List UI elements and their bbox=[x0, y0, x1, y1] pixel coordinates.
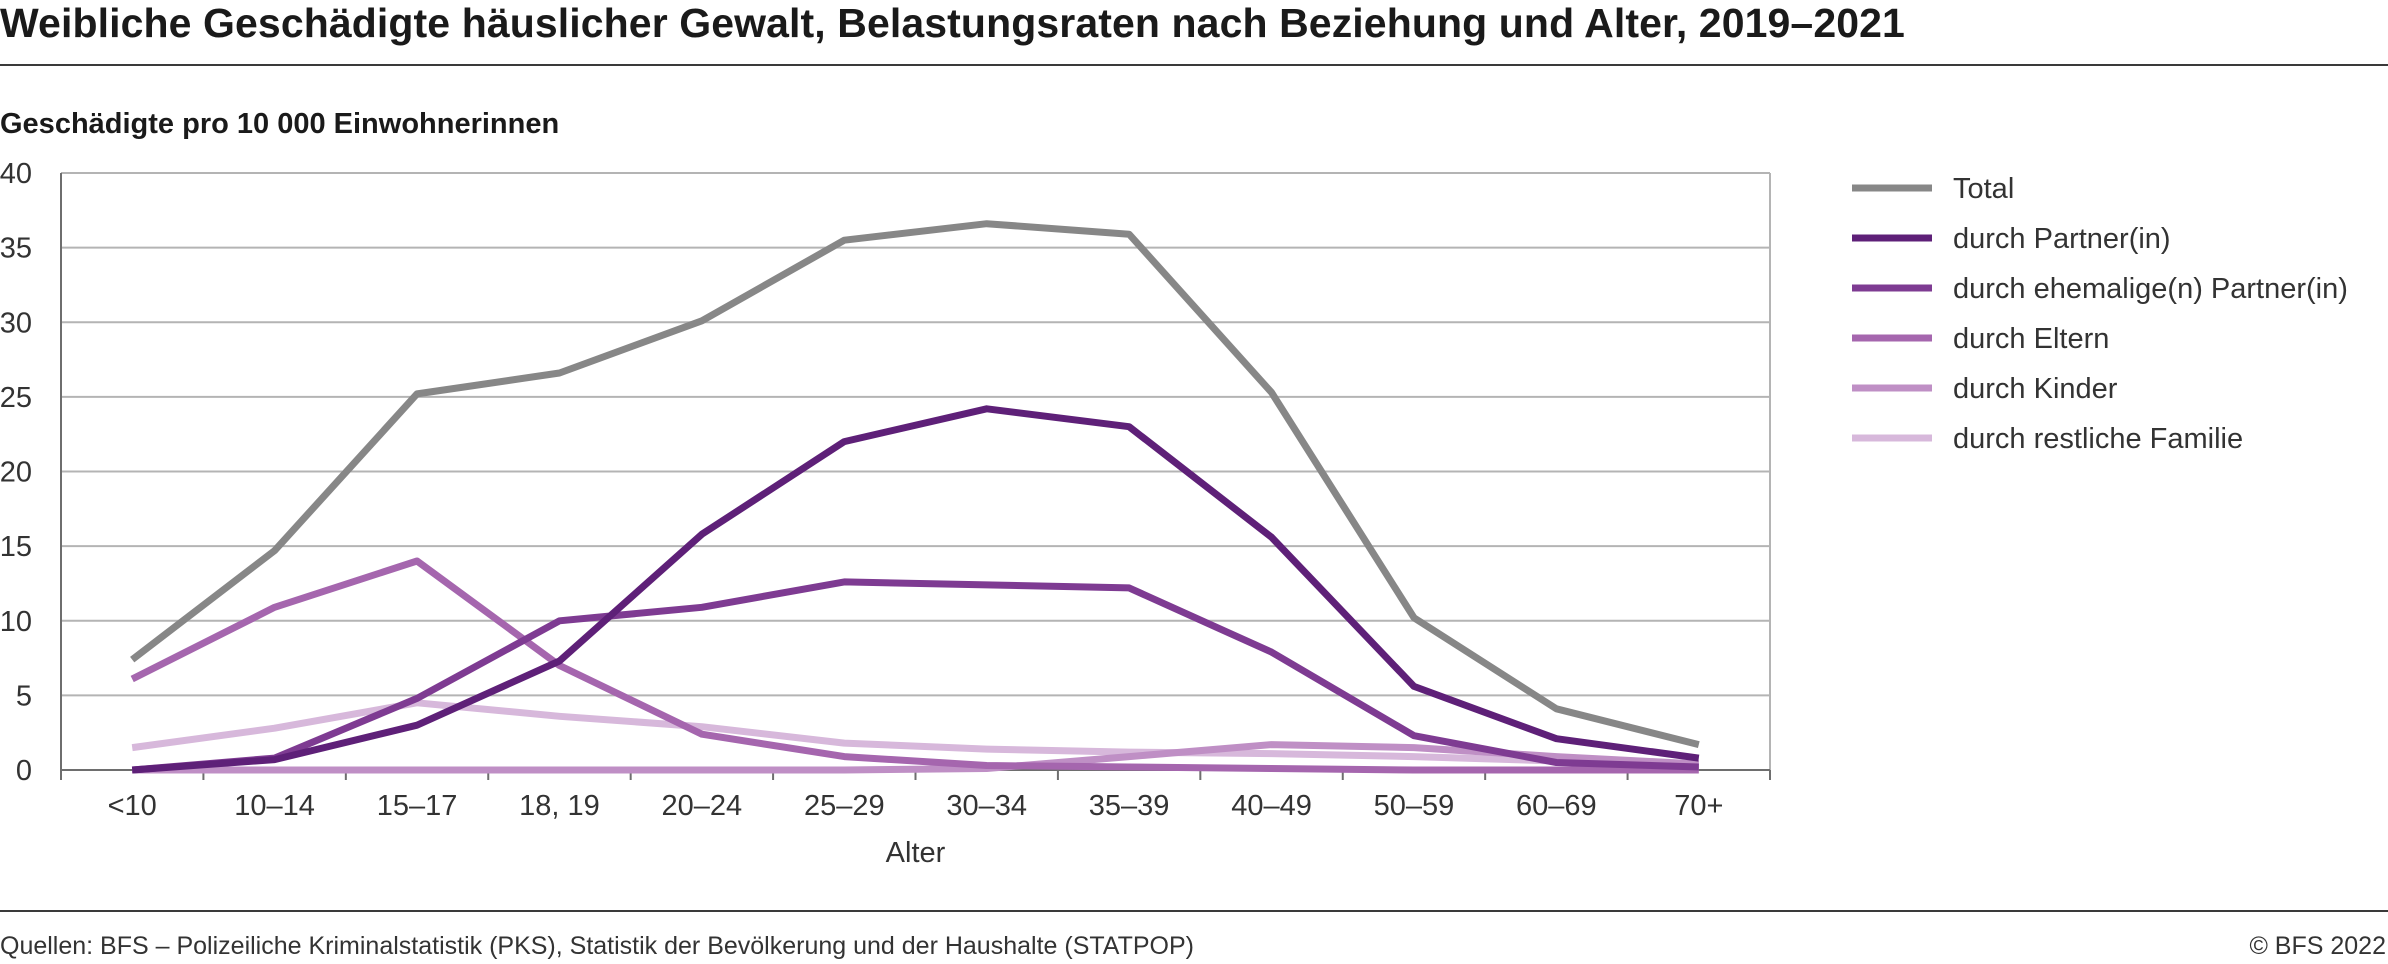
y-tick-label: 10 bbox=[0, 606, 32, 638]
series-line-2 bbox=[131, 405, 1700, 774]
x-tick-label: 15–17 bbox=[377, 790, 458, 822]
chart-title: Weibliche Geschädigte häuslicher Gewalt,… bbox=[0, 0, 1905, 46]
y-tick-label: 40 bbox=[0, 158, 32, 190]
x-tick-label: 20–24 bbox=[662, 790, 743, 822]
legend-label: durch Eltern bbox=[1953, 323, 2109, 355]
y-tick-label: 35 bbox=[0, 233, 32, 265]
footer-rule bbox=[0, 910, 2388, 912]
x-tick-label: 10–14 bbox=[234, 790, 315, 822]
series-line-1 bbox=[130, 220, 1700, 748]
series-line-4 bbox=[130, 557, 1699, 774]
legend-label: durch ehemalige(n) Partner(in) bbox=[1953, 273, 2348, 305]
y-tick-label: 20 bbox=[0, 457, 32, 489]
copyright-note: © BFS 2022 bbox=[2249, 932, 2386, 960]
x-tick-label: <10 bbox=[108, 790, 157, 822]
legend-label: durch Partner(in) bbox=[1953, 223, 2171, 255]
x-tick-label: 18, 19 bbox=[519, 790, 600, 822]
x-tick-label: 40–49 bbox=[1231, 790, 1312, 822]
series-line-5 bbox=[132, 741, 1699, 774]
x-tick-label: 35–39 bbox=[1089, 790, 1170, 822]
y-tick-label: 25 bbox=[0, 382, 32, 414]
y-tick-label: 15 bbox=[0, 531, 32, 563]
title-rule bbox=[0, 64, 2388, 66]
series-line-3 bbox=[131, 578, 1699, 774]
legend-label: Total bbox=[1953, 173, 2014, 205]
legend-label: durch Kinder bbox=[1953, 373, 2118, 405]
y-tick-label: 0 bbox=[16, 755, 32, 787]
x-tick-label: 70+ bbox=[1674, 790, 1723, 822]
x-axis-label: Alter bbox=[886, 837, 946, 869]
x-tick-label: 50–59 bbox=[1374, 790, 1455, 822]
line-chart: 0 5 10 15 20 25 30 35 40 <10 10–14 15–17 18, 19 20–24… bbox=[0, 158, 2348, 869]
x-tick-label: 60–69 bbox=[1516, 790, 1597, 822]
y-axis-label: Geschädigte pro 10 000 Einwohnerinnen bbox=[0, 108, 560, 140]
source-note: Quellen: BFS – Polizeiliche Kriminalstat… bbox=[0, 932, 1194, 960]
x-tick-label: 25–29 bbox=[804, 790, 885, 822]
legend-label: durch restliche Familie bbox=[1953, 423, 2243, 455]
x-tick-label: 30–34 bbox=[946, 790, 1027, 822]
y-tick-label: 30 bbox=[0, 307, 32, 339]
y-tick-label: 5 bbox=[16, 680, 32, 712]
